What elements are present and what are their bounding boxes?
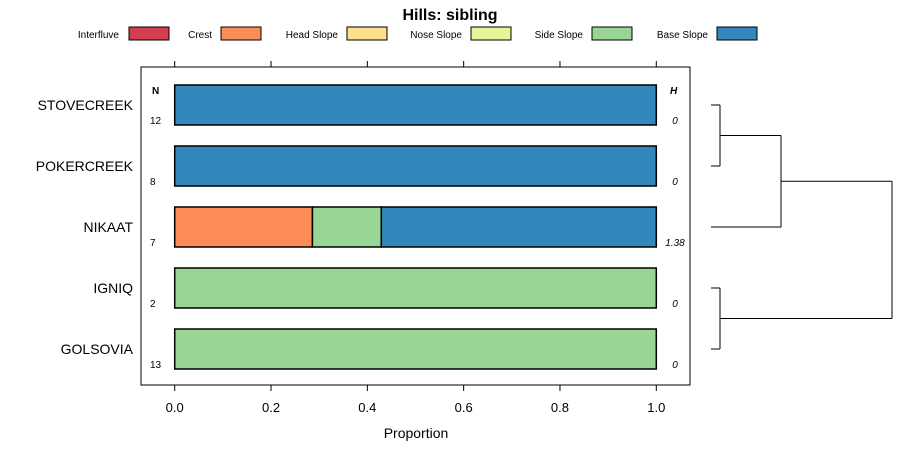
x-tick-label-1: 0.2 — [262, 400, 280, 415]
legend-swatch-head-slope — [346, 26, 388, 41]
annotations: N H 12 0 8 0 7 1.38 2 0 13 0 — [150, 86, 685, 371]
bars — [173, 84, 658, 370]
n-value-pokercreek: 8 — [150, 177, 156, 188]
legend-label-head-slope: Head Slope — [286, 30, 339, 41]
bar-golsovia-side-slope — [173, 328, 658, 370]
n-value-stovecreek: 12 — [150, 116, 162, 127]
row-label-stovecreek: STOVECREEK — [38, 97, 134, 113]
h-value-golsovia: 0 — [672, 360, 678, 371]
bar-stovecreek-base-slope — [173, 84, 658, 126]
bar-nikaat-side-slope — [311, 206, 383, 248]
legend-label-side-slope: Side Slope — [535, 30, 584, 41]
x-tick-label-3: 0.6 — [455, 400, 473, 415]
legend: Interfluve Crest Head Slope Nose Slope Side … — [78, 26, 758, 41]
bar-nikaat-crest — [173, 206, 314, 248]
x-axis-label: Proportion — [384, 425, 449, 441]
x-tick-label-0: 0.0 — [166, 400, 184, 415]
chart-title: Hills: sibling — [402, 7, 497, 24]
n-header: N — [152, 86, 159, 97]
legend-label-base-slope: Base Slope — [657, 30, 709, 41]
row-label-pokercreek: POKERCREEK — [36, 158, 134, 174]
h-value-pokercreek: 0 — [672, 177, 678, 188]
legend-swatch-crest — [220, 26, 262, 41]
h-value-nikaat: 1.38 — [665, 238, 685, 249]
n-value-nikaat: 7 — [150, 238, 156, 249]
x-tick-label-4: 0.8 — [551, 400, 569, 415]
h-value-stovecreek: 0 — [672, 116, 678, 127]
bar-igniq-side-slope — [173, 267, 658, 309]
n-value-golsovia: 13 — [150, 360, 162, 371]
legend-swatch-interfluve — [128, 26, 170, 41]
legend-label-crest: Crest — [188, 30, 212, 41]
legend-label-interfluve: Interfluve — [78, 30, 120, 41]
n-value-igniq: 2 — [150, 299, 156, 310]
x-tick-label-2: 0.4 — [358, 400, 376, 415]
row-label-nikaat: NIKAAT — [83, 219, 133, 235]
x-axis: 0.0 0.2 0.4 0.6 0.8 1.0 — [166, 61, 665, 415]
x-tick-label-5: 1.0 — [647, 400, 665, 415]
plot-frame — [140, 66, 691, 386]
legend-swatch-side-slope — [591, 26, 633, 41]
row-labels: STOVECREEK POKERCREEK NIKAAT IGNIQ GOLSOVIA — [36, 97, 134, 357]
legend-swatch-nose-slope — [470, 26, 512, 41]
legend-label-nose-slope: Nose Slope — [410, 30, 462, 41]
bar-nikaat-base-slope — [380, 206, 658, 248]
h-value-igniq: 0 — [672, 299, 678, 310]
dendrogram — [711, 104, 893, 350]
legend-swatch-base-slope — [716, 26, 758, 41]
bar-pokercreek-base-slope — [173, 145, 658, 187]
row-label-golsovia: GOLSOVIA — [61, 341, 134, 357]
row-label-igniq: IGNIQ — [93, 280, 133, 296]
h-header: H — [670, 86, 678, 97]
